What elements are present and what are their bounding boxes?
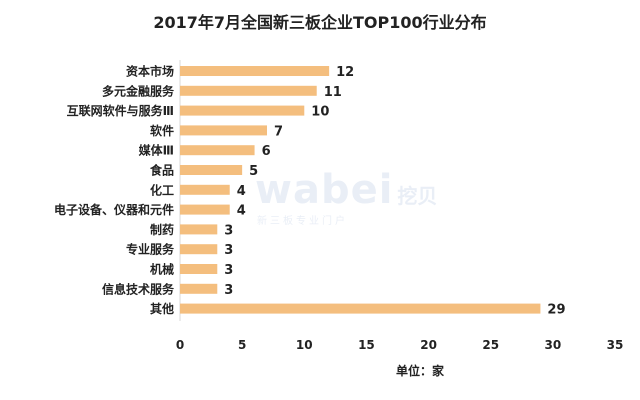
bar: [180, 85, 317, 96]
category-label: 多元金融服务: [102, 83, 175, 98]
category-label: 媒体Ⅲ: [139, 143, 174, 158]
category-label: 互联网软件与服务Ⅲ: [67, 103, 174, 118]
bar: [180, 66, 330, 76]
x-tick-label: 5: [238, 338, 246, 352]
data-label: 3: [224, 263, 233, 278]
data-label: 3: [224, 243, 233, 258]
data-label: 3: [224, 223, 233, 238]
category-label: 化工: [150, 182, 174, 197]
data-label: 11: [324, 85, 342, 100]
category-label: 资本市场: [126, 64, 174, 79]
category-label: 专业服务: [126, 242, 175, 257]
data-label: 4: [237, 184, 246, 199]
x-tick-label: 35: [607, 338, 624, 352]
bar: [180, 204, 230, 215]
data-label: 5: [249, 164, 258, 179]
category-label: 机械: [150, 262, 174, 277]
data-label: 4: [237, 204, 246, 219]
bar: [180, 303, 541, 314]
category-label: 食品: [149, 163, 174, 178]
bar: [180, 244, 218, 255]
category-label: 信息技术服务: [102, 281, 175, 296]
bar: [180, 224, 218, 235]
category-label: 软件: [150, 123, 174, 138]
x-tick-label: 15: [358, 338, 375, 352]
data-label: 6: [262, 144, 271, 159]
category-label: 电子设备、仪器和元件: [54, 202, 174, 217]
x-tick-label: 10: [296, 338, 313, 352]
x-tick-label: 30: [545, 338, 562, 352]
chart-title: 2017年7月全国新三板企业TOP100行业分布: [153, 13, 487, 32]
bar: [180, 283, 218, 294]
data-label: 7: [274, 124, 283, 139]
category-label: 制药: [150, 222, 174, 237]
x-axis-label: 单位：家: [395, 364, 444, 378]
data-label: 29: [547, 303, 565, 318]
data-label: 12: [336, 65, 354, 80]
bar: [180, 145, 255, 156]
bar: [180, 264, 218, 274]
bar: [180, 165, 243, 175]
data-label: 3: [224, 283, 233, 298]
bar: [180, 184, 230, 195]
x-tick-label: 25: [482, 338, 499, 352]
category-label: 其他: [150, 301, 174, 316]
x-tick-label: 20: [420, 338, 437, 352]
bar: [180, 125, 267, 136]
x-tick-label: 0: [176, 338, 184, 352]
bar: [180, 105, 305, 116]
data-label: 10: [311, 105, 329, 120]
